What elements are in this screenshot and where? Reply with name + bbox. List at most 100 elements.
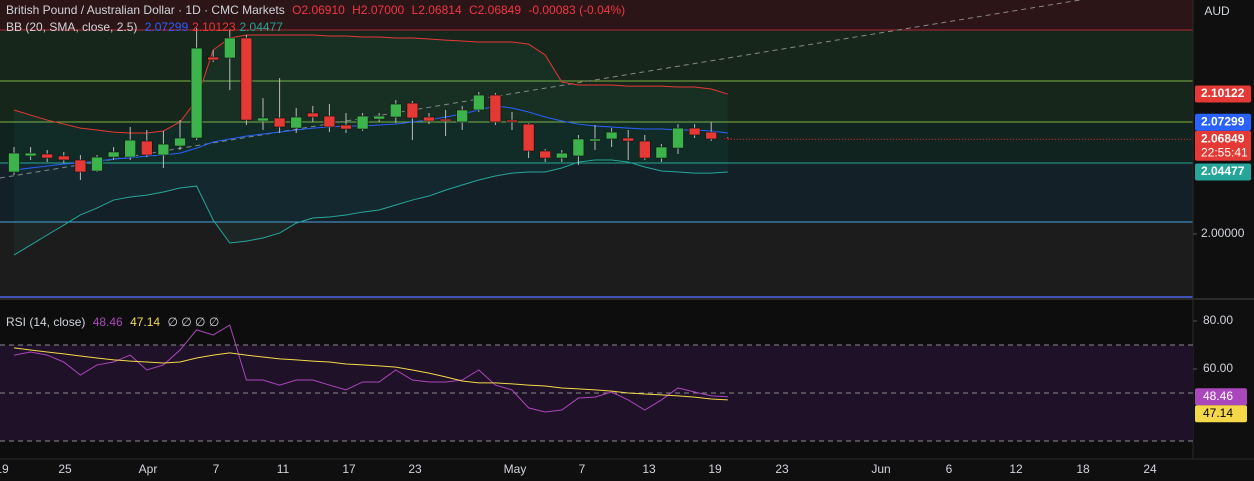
ohlc: O2.06910 xyxy=(292,3,345,17)
x-tick-label: Apr xyxy=(139,462,158,476)
candle-body xyxy=(622,137,635,142)
bb-legend: BB (20, SMA, close, 2.5) 2.07299 2.10123 2… xyxy=(6,20,287,34)
candle-body xyxy=(323,115,336,128)
bb-name: BB (20, SMA, close, 2.5) xyxy=(6,20,138,34)
bb-upper-tag-bg xyxy=(1195,85,1251,103)
band-fill xyxy=(14,34,728,256)
candle-body xyxy=(107,151,120,158)
bb-lower-tag: 2.04477 xyxy=(1201,164,1245,178)
y-tick-label: 2.00000 xyxy=(1201,226,1245,240)
candle-body xyxy=(340,124,352,130)
candle-body xyxy=(141,140,153,156)
candle-body xyxy=(456,109,469,123)
candle-body xyxy=(522,123,535,152)
candle-body xyxy=(174,137,186,147)
currency: AUD xyxy=(1204,4,1230,18)
bb-middle-tag: 2.07299 xyxy=(1201,114,1245,128)
x-tick-label: 7 xyxy=(213,462,220,476)
rsi-extra: ∅ ∅ ∅ ∅ xyxy=(167,315,220,329)
x-tick-label: 19 xyxy=(708,462,722,476)
candle-body xyxy=(572,138,585,157)
candle-body xyxy=(306,112,319,118)
x-tick-label: 23 xyxy=(408,462,422,476)
header: British Pound / Australian Dollar · 1D ·… xyxy=(6,3,629,17)
ohlc: H2.07000 xyxy=(352,3,405,17)
bb-middle xyxy=(13,105,728,171)
x-tick-label: 17 xyxy=(342,462,356,476)
x-tick-label: 7 xyxy=(579,462,586,476)
rsi-legend: RSI (14, close) 48.46 47.14 ∅ ∅ ∅ ∅ xyxy=(6,315,223,329)
candle-body xyxy=(539,150,552,159)
candle-body xyxy=(506,119,518,123)
rsi-tag-bg xyxy=(1195,388,1247,406)
change: -0.00083 (-0.04%) xyxy=(528,3,626,17)
candle-body xyxy=(124,139,136,158)
candle-body xyxy=(389,103,402,118)
rsi-ma-tag-bg xyxy=(1195,405,1247,423)
zone xyxy=(0,0,1193,30)
bb-upper-tag: 2.10122 xyxy=(1201,86,1245,100)
rsi-name: RSI (14, close) xyxy=(6,315,86,329)
bb-value: 2.07299 xyxy=(144,20,189,34)
rsi-tag: 48.46 xyxy=(1203,389,1233,403)
rsi-ma-tag: 47.14 xyxy=(1203,406,1233,420)
x-tick-label: 18 xyxy=(1076,462,1090,476)
candle-body xyxy=(190,47,203,139)
rsi-tick-label: 60.00 xyxy=(1203,361,1233,375)
bb-middle-tag-bg xyxy=(1195,113,1251,131)
candle-body xyxy=(290,116,303,129)
ohlc: C2.06849 xyxy=(468,3,522,17)
bb-upper xyxy=(13,34,728,134)
candle-body xyxy=(423,116,435,122)
candle-body xyxy=(91,156,103,172)
candle-body xyxy=(157,143,170,156)
bb-lower xyxy=(13,159,728,256)
candle-body xyxy=(655,146,668,159)
candle-body xyxy=(273,117,286,128)
candle-body xyxy=(57,155,70,161)
x-tick-label: 23 xyxy=(775,462,789,476)
candle-body xyxy=(589,138,601,142)
x-tick-label: May xyxy=(504,462,527,476)
rsi-value: 48.46 xyxy=(92,315,123,329)
ohlc: L2.06814 xyxy=(411,3,462,17)
zone xyxy=(0,163,1193,222)
x-tick-label: 19 xyxy=(0,462,9,476)
candle-body xyxy=(638,140,651,159)
candle-body xyxy=(8,152,20,173)
candle-body xyxy=(41,153,54,159)
bb-lower-tag-bg xyxy=(1195,163,1251,181)
rsi-tick-label: 80.00 xyxy=(1203,313,1233,327)
candle-body xyxy=(24,152,37,157)
last-price-tag: 2.06849 xyxy=(1201,131,1245,145)
candle-body xyxy=(224,37,236,59)
x-tick-label: 13 xyxy=(642,462,656,476)
rsi-ma-line xyxy=(13,347,728,401)
candle-body xyxy=(705,131,718,140)
candle-body xyxy=(373,115,386,120)
candle-body xyxy=(489,94,502,123)
last-tag-bg xyxy=(1195,130,1251,161)
x-tick-label: 6 xyxy=(946,462,953,476)
candle-body xyxy=(74,159,87,173)
candle-body xyxy=(207,56,219,61)
bb-value: 2.10123 xyxy=(192,20,236,34)
rsi-line xyxy=(13,324,728,413)
candle-body xyxy=(240,37,253,121)
rsi-ma-value: 47.14 xyxy=(130,315,161,329)
candle-body xyxy=(439,118,452,122)
title: British Pound / Australian Dollar · 1D ·… xyxy=(6,3,285,17)
bb-value: 2.04477 xyxy=(239,20,283,34)
candle-body xyxy=(356,115,369,130)
candle-body xyxy=(257,117,269,122)
x-tick-label: 12 xyxy=(1009,462,1023,476)
candle-body xyxy=(672,127,684,149)
x-tick-label: 25 xyxy=(58,462,72,476)
candle-body xyxy=(555,152,568,159)
x-tick-label: 11 xyxy=(277,462,290,476)
countdown: 22:55:41 xyxy=(1201,145,1248,159)
x-tick-label: Jun xyxy=(871,462,890,476)
x-tick-label: 24 xyxy=(1143,462,1157,476)
